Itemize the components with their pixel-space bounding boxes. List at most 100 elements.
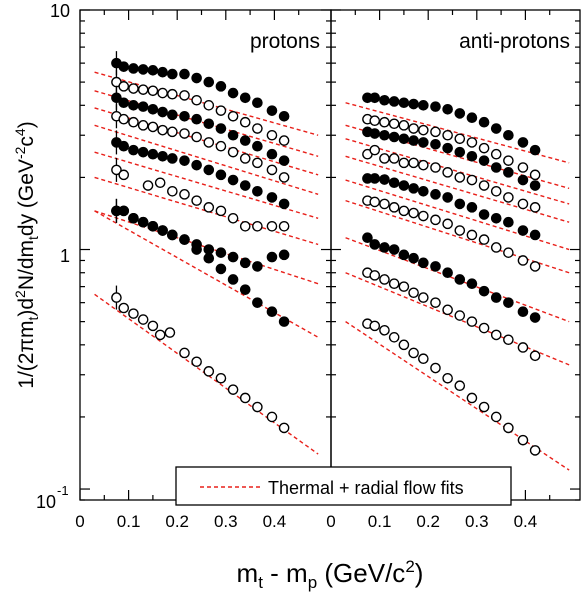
open-data-point: [369, 270, 381, 281]
filled-data-point: [266, 148, 278, 160]
fit-line: [94, 176, 319, 246]
open-data-point: [157, 124, 168, 136]
open-data-point: [203, 100, 215, 111]
open-data-point: [379, 116, 390, 128]
filled-data-point: [252, 297, 263, 308]
y-tick-label-0.1-exponent: -1: [57, 483, 69, 498]
open-data-point: [137, 84, 149, 95]
open-data-point: [137, 314, 149, 325]
fit-line: [345, 155, 570, 223]
filled-data-point: [478, 285, 490, 297]
open-data-point: [179, 90, 190, 101]
filled-data-point: [379, 129, 390, 141]
filled-data-point: [266, 105, 278, 116]
open-data-point: [215, 205, 227, 217]
legend-box: [175, 466, 512, 506]
open-data-point: [167, 186, 178, 197]
open-data-point: [111, 164, 122, 176]
panel-title-protons: protons: [250, 30, 320, 53]
open-data-point: [379, 324, 390, 336]
open-data-point: [128, 116, 139, 128]
filled-data-point: [227, 87, 239, 99]
open-data-point: [215, 140, 227, 152]
open-data-point: [388, 278, 400, 289]
filled-data-point: [179, 155, 190, 166]
filled-data-point: [490, 213, 502, 224]
filled-data-point: [227, 251, 239, 263]
filled-data-point: [369, 239, 381, 250]
open-data-point: [154, 329, 166, 341]
filled-data-point: [398, 249, 410, 261]
open-data-point: [239, 392, 251, 404]
open-data-point: [442, 372, 453, 384]
open-data-point: [418, 353, 429, 365]
open-data-point: [266, 221, 278, 232]
open-data-point: [466, 137, 478, 148]
filled-data-point: [252, 186, 263, 197]
filled-data-point: [147, 65, 159, 76]
filled-data-point: [442, 267, 453, 279]
filled-data-point: [137, 146, 149, 158]
panel-title-anti-protons: anti-protons: [459, 30, 570, 53]
open-data-point: [529, 261, 541, 272]
filled-data-point: [529, 312, 541, 323]
open-data-point: [227, 110, 239, 122]
filled-data-point: [157, 151, 168, 162]
open-data-point: [147, 320, 159, 332]
open-data-point: [466, 316, 478, 327]
open-data-point: [227, 384, 239, 395]
filled-data-point: [418, 137, 429, 148]
open-data-point: [517, 342, 529, 353]
fit-line: [94, 210, 319, 338]
open-data-point: [442, 304, 453, 316]
open-data-point: [179, 128, 190, 139]
filled-data-point: [478, 116, 490, 128]
open-data-point: [388, 332, 400, 343]
open-data-point: [442, 129, 453, 141]
open-data-point: [529, 202, 541, 213]
open-data-point: [490, 329, 502, 341]
open-data-point: [278, 135, 290, 146]
open-data-point: [388, 118, 400, 130]
filled-data-point: [137, 101, 149, 112]
open-data-point: [369, 144, 381, 156]
x-tick-label: 0.4: [263, 512, 287, 531]
filled-data-point: [369, 128, 381, 139]
filled-data-point: [128, 213, 139, 224]
fit-line: [345, 321, 570, 471]
filled-data-point: [388, 131, 400, 143]
open-data-point: [398, 281, 410, 292]
plot-layer: [79, 9, 580, 501]
open-data-point: [167, 88, 178, 100]
open-data-point: [408, 123, 419, 134]
filled-data-point: [398, 97, 410, 109]
filled-data-point: [490, 162, 502, 173]
filled-data-point: [529, 180, 541, 191]
open-data-point: [408, 287, 419, 299]
filled-data-point: [278, 316, 290, 327]
filled-data-point: [128, 63, 139, 74]
open-data-point: [118, 169, 130, 181]
filled-data-point: [503, 167, 514, 178]
filled-data-point: [239, 180, 251, 191]
open-data-point: [388, 153, 400, 164]
open-data-point: [227, 146, 239, 158]
filled-data-point: [179, 234, 190, 245]
filled-data-point: [362, 232, 373, 244]
open-data-point: [239, 153, 251, 164]
open-data-point: [266, 411, 278, 423]
open-data-point: [278, 221, 290, 232]
filled-data-point: [128, 100, 139, 111]
filled-data-point: [278, 198, 290, 210]
open-data-point: [203, 202, 215, 213]
filled-data-point: [179, 110, 190, 122]
open-data-point: [191, 195, 202, 206]
open-data-point: [430, 297, 441, 308]
filled-data-point: [430, 138, 441, 150]
fit-line: [94, 71, 319, 136]
open-data-point: [408, 157, 419, 169]
open-data-point: [454, 310, 466, 321]
open-data-point: [418, 159, 429, 171]
open-data-point: [203, 137, 215, 148]
